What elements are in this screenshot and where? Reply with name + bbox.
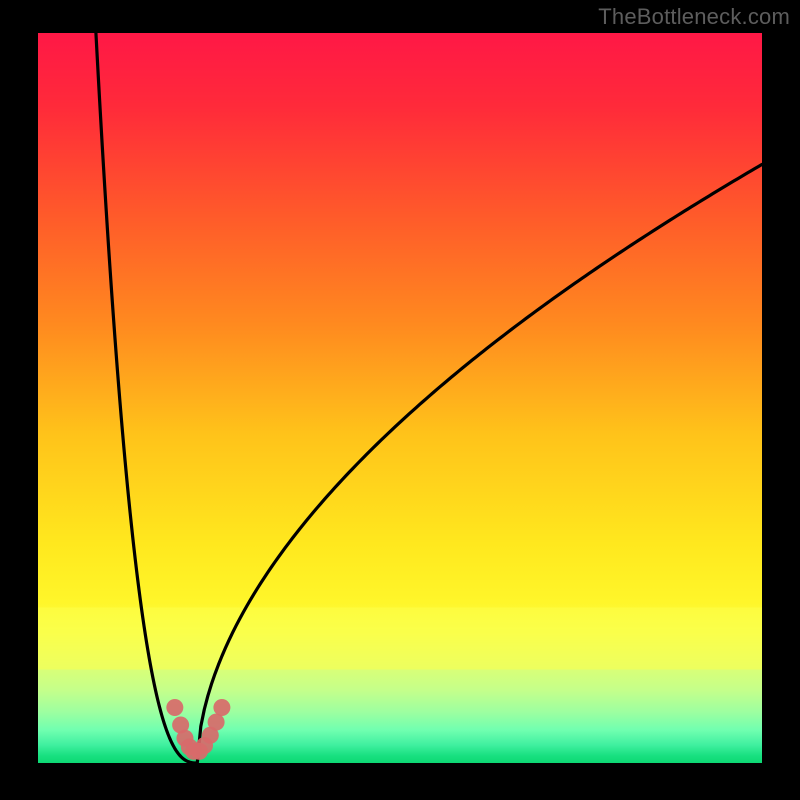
watermark-text: TheBottleneck.com	[598, 4, 790, 30]
chart-stage: TheBottleneck.com	[0, 0, 800, 800]
bottleneck-chart	[0, 0, 800, 800]
curve-dot	[213, 699, 230, 716]
curve-dot	[166, 699, 183, 716]
curve-dot	[208, 714, 225, 731]
